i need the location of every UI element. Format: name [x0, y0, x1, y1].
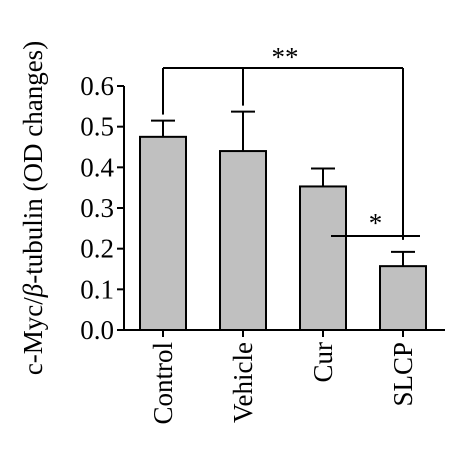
y-tick-label: 0.1: [80, 274, 114, 304]
x-tick-label-control: Control: [148, 342, 178, 425]
bar-slcp: [379, 265, 427, 331]
x-tick-label-cur: Cur: [308, 342, 338, 383]
y-axis-title-part-1: c-Myc/: [18, 297, 48, 375]
y-tick-label: 0.5: [80, 112, 114, 142]
bar-vehicle: [219, 150, 267, 331]
y-axis-title-part-2: -tubulin (OD changes): [18, 41, 48, 284]
y-tick-label: 0.3: [80, 193, 114, 223]
svg-text:c-Myc/β-tubulin (OD changes): c-Myc/β-tubulin (OD changes): [18, 41, 48, 375]
y-tick-label: 0.0: [80, 315, 114, 345]
y-axis-title-beta: β: [18, 283, 48, 298]
y-tick-label: 0.4: [80, 152, 114, 182]
significance-label-double: **: [272, 42, 299, 72]
plot-area: 0.0 0.1 0.2 0.3 0.4 0.5 0.6 Control Vehicle Cur SL…: [80, 42, 445, 425]
y-tick-label: 0.6: [80, 71, 114, 101]
significance-label-single: *: [369, 208, 383, 238]
x-tick-label-slcp: SLCP: [388, 342, 418, 407]
bar-cur: [299, 185, 347, 331]
x-tick-label-vehicle: Vehicle: [228, 342, 258, 423]
bar-control: [139, 135, 187, 331]
y-tick-label: 0.2: [80, 234, 114, 264]
y-axis-title: c-Myc/β-tubulin (OD changes): [18, 41, 48, 375]
